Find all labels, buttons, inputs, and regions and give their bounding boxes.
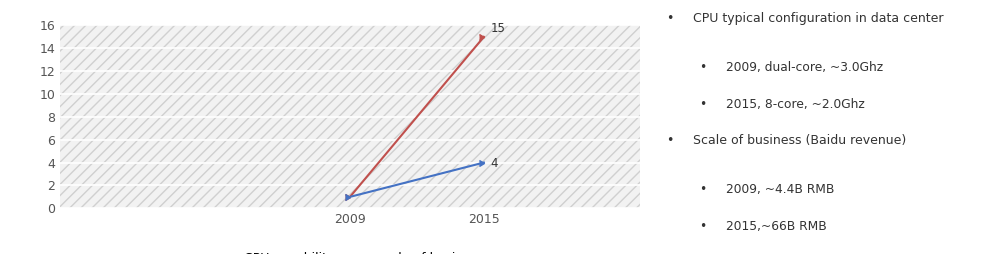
Text: 4: 4	[491, 157, 498, 170]
Text: Scale of business (Baidu revenue): Scale of business (Baidu revenue)	[693, 134, 906, 147]
Text: 15: 15	[491, 22, 505, 35]
Legend: CPU capability, scale of business: CPU capability, scale of business	[211, 247, 489, 254]
Text: •: •	[700, 220, 707, 233]
Bar	[60, 25, 640, 208]
Text: •: •	[700, 183, 707, 196]
Text: •: •	[667, 134, 674, 147]
Text: CPU typical configuration in data center: CPU typical configuration in data center	[693, 12, 943, 25]
Text: 2009, dual-core, ~3.0Ghz: 2009, dual-core, ~3.0Ghz	[726, 61, 883, 74]
Text: 2009, ~4.4B RMB: 2009, ~4.4B RMB	[726, 183, 834, 196]
Text: •: •	[700, 98, 707, 111]
Text: 2015, 8-core, ~2.0Ghz: 2015, 8-core, ~2.0Ghz	[726, 98, 865, 111]
Text: •: •	[667, 12, 674, 25]
Text: 2015,~66B RMB: 2015,~66B RMB	[726, 220, 827, 233]
Text: •: •	[700, 61, 707, 74]
